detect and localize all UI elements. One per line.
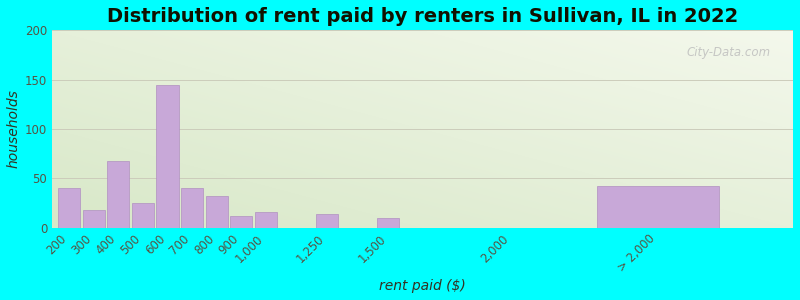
Bar — [254, 212, 277, 228]
Bar — [181, 188, 203, 228]
Text: City-Data.com: City-Data.com — [686, 46, 771, 59]
Bar — [597, 186, 719, 228]
Bar — [58, 188, 81, 228]
Bar — [132, 203, 154, 228]
Bar — [206, 196, 228, 228]
Title: Distribution of rent paid by renters in Sullivan, IL in 2022: Distribution of rent paid by renters in … — [107, 7, 738, 26]
Bar — [378, 218, 399, 228]
X-axis label: rent paid ($): rent paid ($) — [379, 279, 466, 293]
Bar — [107, 160, 130, 228]
Bar — [230, 216, 252, 228]
Y-axis label: households: households — [7, 89, 21, 168]
Bar — [157, 85, 178, 228]
Bar — [83, 210, 105, 228]
Bar — [316, 214, 338, 228]
